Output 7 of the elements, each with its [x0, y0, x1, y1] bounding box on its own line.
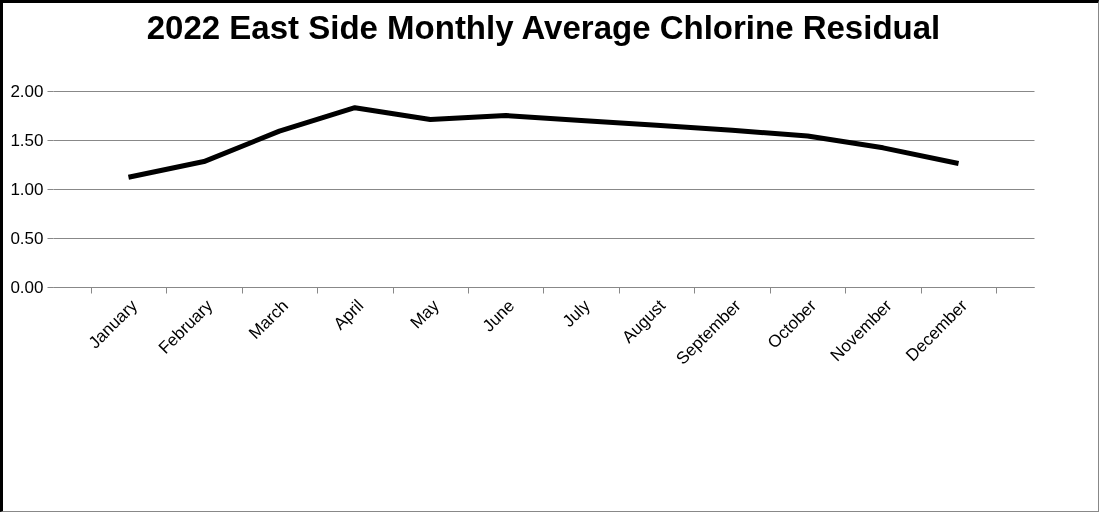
x-tick-label: July — [558, 295, 595, 331]
y-tick-label: 1.00 — [10, 179, 44, 199]
y-tick-label: 1.50 — [10, 130, 44, 150]
y-tick-label: 0.00 — [10, 277, 44, 297]
y-tick-label: 0.50 — [10, 228, 44, 248]
chart-title: 2022 East Side Monthly Average Chlorine Residual — [146, 9, 941, 46]
y-tick-label: 2.00 — [10, 81, 44, 101]
